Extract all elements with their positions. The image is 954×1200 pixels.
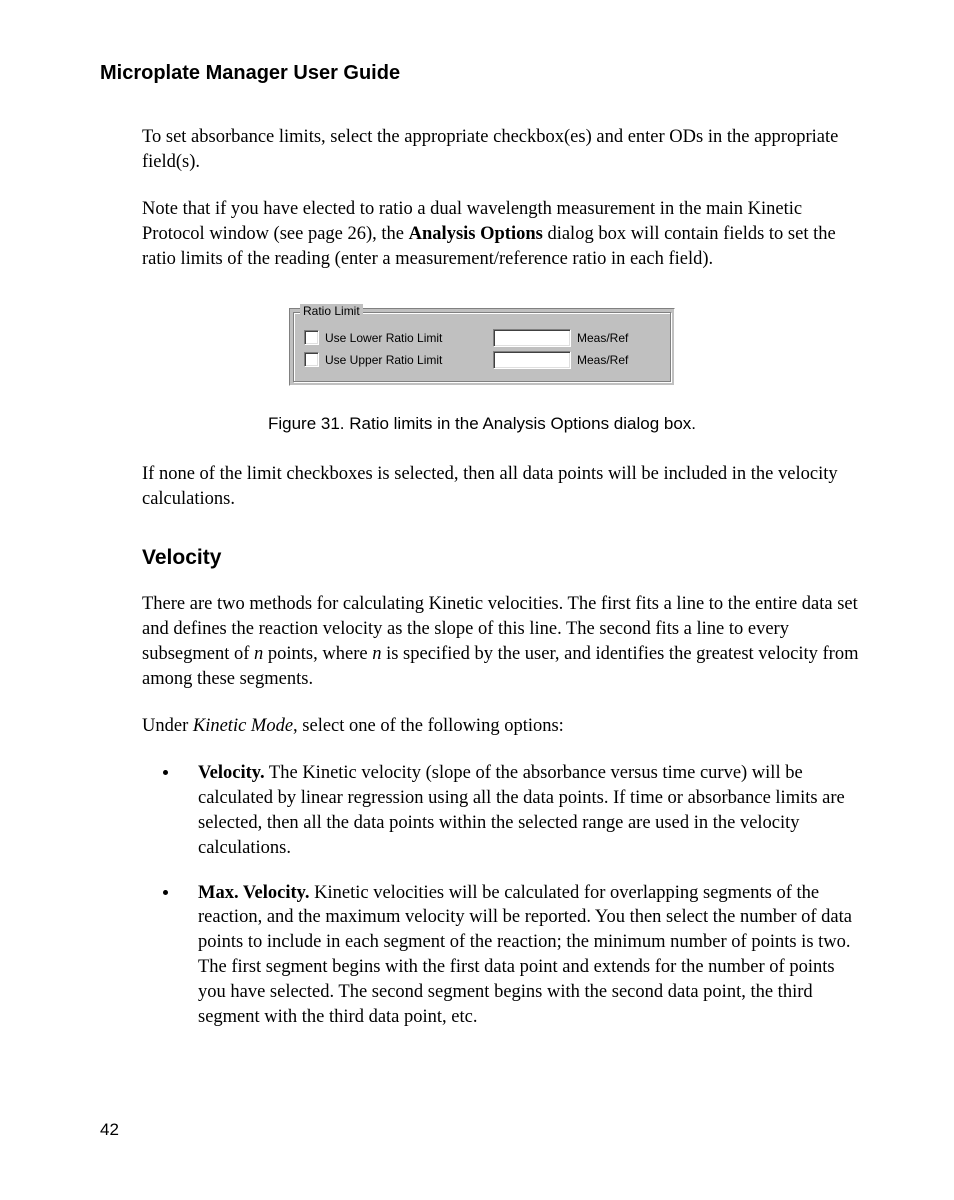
document-title: Microplate Manager User Guide — [100, 62, 864, 85]
max-velocity-lead: Max. Velocity. — [198, 883, 310, 903]
velocity-heading: Velocity — [100, 546, 864, 570]
paragraph-note-ratio: Note that if you have elected to ratio a… — [100, 197, 864, 272]
para5-i: Kinetic Mode — [193, 716, 293, 736]
upper-ratio-label: Use Upper Ratio Limit — [325, 353, 475, 367]
para5-b: , select one of the following options: — [293, 716, 564, 736]
list-item-velocity: Velocity. The Kinetic velocity (slope of… — [180, 761, 864, 861]
upper-ratio-input[interactable] — [493, 351, 571, 369]
lower-ratio-row: Use Lower Ratio Limit Meas/Ref — [304, 329, 660, 347]
velocity-lead: Velocity. — [198, 763, 265, 783]
paragraph-absorbance: To set absorbance limits, select the app… — [100, 125, 864, 175]
list-item-max-velocity: Max. Velocity. Kinetic velocities will b… — [180, 881, 864, 1031]
max-velocity-text: Kinetic velocities will be calculated fo… — [198, 883, 852, 1028]
figure-ratio-limit: Ratio Limit Use Lower Ratio Limit Meas/R… — [100, 308, 864, 386]
figure-caption: Figure 31. Ratio limits in the Analysis … — [100, 414, 864, 434]
paragraph-kinetic-mode: Under Kinetic Mode, select one of the fo… — [100, 714, 864, 739]
upper-ratio-checkbox[interactable] — [304, 352, 319, 367]
para4-b: points, where — [263, 644, 372, 664]
lower-ratio-label: Use Lower Ratio Limit — [325, 331, 475, 345]
ratio-limit-dialog: Ratio Limit Use Lower Ratio Limit Meas/R… — [289, 308, 675, 386]
lower-ratio-checkbox[interactable] — [304, 330, 319, 345]
analysis-options-bold: Analysis Options — [409, 224, 543, 244]
para4-n1: n — [254, 644, 263, 664]
ratio-limit-fieldset: Ratio Limit Use Lower Ratio Limit Meas/R… — [293, 312, 671, 382]
lower-ratio-input[interactable] — [493, 329, 571, 347]
upper-ratio-row: Use Upper Ratio Limit Meas/Ref — [304, 351, 660, 369]
lower-ratio-unit: Meas/Ref — [577, 331, 628, 345]
velocity-options-list: Velocity. The Kinetic velocity (slope of… — [100, 761, 864, 1031]
paragraph-velocity-methods: There are two methods for calculating Ki… — [100, 592, 864, 692]
document-page: Microplate Manager User Guide To set abs… — [0, 0, 954, 1200]
para5-a: Under — [142, 716, 193, 736]
paragraph-no-limit: If none of the limit checkboxes is selec… — [100, 462, 864, 512]
ratio-limit-legend: Ratio Limit — [300, 304, 363, 318]
velocity-text: The Kinetic velocity (slope of the absor… — [198, 763, 845, 858]
upper-ratio-unit: Meas/Ref — [577, 353, 628, 367]
page-number: 42 — [100, 1120, 864, 1140]
